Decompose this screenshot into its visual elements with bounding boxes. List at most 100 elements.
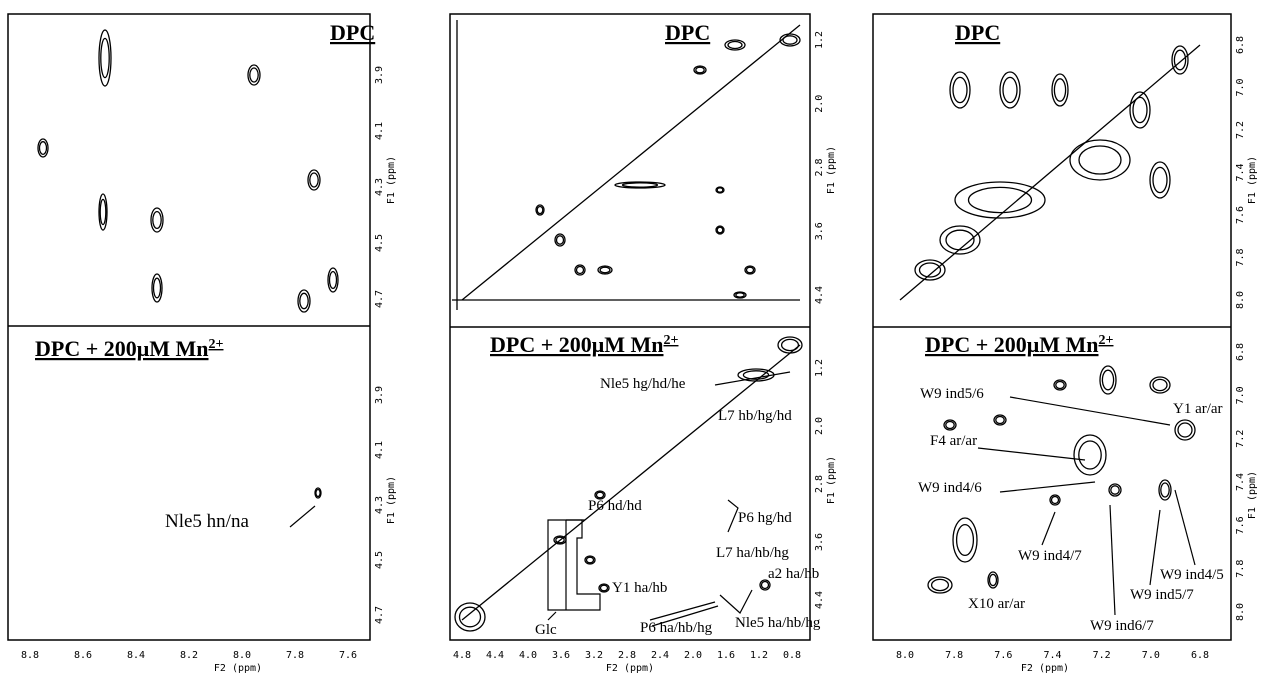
contour [1051, 73, 1069, 107]
contour [614, 181, 666, 189]
contour [555, 235, 565, 245]
contour [595, 491, 605, 499]
contour [315, 488, 321, 498]
contour [454, 602, 486, 632]
x-tick-label: 7.4 [1043, 650, 1061, 661]
y-tick-label: 4.5 [374, 234, 385, 252]
x-tick-label: 2.0 [684, 650, 702, 661]
contour [585, 556, 595, 564]
contour [999, 71, 1021, 109]
contours [37, 20, 1201, 632]
leader-lines [289, 371, 1196, 627]
contour [574, 264, 586, 276]
contour [1132, 96, 1148, 124]
x-tick-label: 3.2 [585, 650, 603, 661]
contour [1049, 494, 1061, 506]
x-axis-title: F2 (ppm) [606, 663, 654, 674]
panel-frame [7, 13, 371, 641]
panel-title: DPC + 200μM Mn2+ [35, 336, 224, 361]
contour [1149, 161, 1171, 199]
y-tick-label: 7.4 [1235, 163, 1246, 181]
contour [152, 210, 162, 230]
y-tick-label: 4.3 [374, 178, 385, 196]
x-tick-label: 7.6 [339, 650, 357, 661]
contour [943, 419, 957, 431]
annotation: W9 ind4/5 [1160, 567, 1224, 583]
contour [693, 65, 707, 75]
contour [949, 71, 971, 109]
diagonal [461, 24, 801, 301]
contour [37, 138, 49, 158]
panel-title: DPC [955, 20, 1000, 45]
contour [307, 169, 321, 191]
x-tick-label: 2.8 [618, 650, 636, 661]
contour [1149, 376, 1171, 394]
annotation: a2 ha/hb [768, 566, 819, 582]
x-tick-label: 3.6 [552, 650, 570, 661]
contour [249, 67, 259, 83]
y-tick-label: 2.8 [814, 475, 825, 493]
contour [553, 535, 567, 545]
contour [993, 414, 1007, 426]
contour [1053, 379, 1067, 391]
contour [1002, 76, 1018, 104]
y-axis-title: F1 (ppm) [1247, 156, 1258, 204]
x-tick-label: 0.8 [783, 650, 801, 661]
y-tick-label: 4.1 [374, 122, 385, 140]
x-tick-label: 4.4 [486, 650, 504, 661]
title-sup: 2+ [664, 333, 679, 348]
contour [555, 536, 565, 544]
contour [954, 181, 1046, 219]
x-tick-label: 7.8 [945, 650, 963, 661]
contour [715, 225, 725, 235]
contour [458, 606, 482, 628]
title-sup: 2+ [1099, 333, 1114, 348]
contour [1160, 482, 1170, 498]
contour [1069, 139, 1131, 181]
panel-title: DPC [330, 20, 375, 45]
x-tick-label: 7.0 [1142, 650, 1160, 661]
y-tick-label: 7.8 [1235, 560, 1246, 578]
y-tick-label: 8.0 [1235, 603, 1246, 621]
contour [152, 277, 162, 299]
contour [939, 225, 981, 255]
contour [727, 40, 743, 50]
y-tick-label: 4.7 [374, 290, 385, 308]
contour [100, 37, 110, 79]
y-axis-title: F1 (ppm) [386, 156, 397, 204]
contour [554, 233, 566, 247]
annotation: Nle5 hn/na [165, 511, 249, 532]
contour [733, 291, 747, 299]
contour [151, 273, 163, 303]
contour [594, 490, 606, 500]
contour [914, 259, 946, 281]
x-tick-label: 7.8 [286, 650, 304, 661]
annotation: Y1 ar/ar [1173, 401, 1223, 417]
diagonal [461, 344, 801, 621]
y-tick-label: 3.6 [814, 222, 825, 240]
contour [575, 265, 585, 275]
contour [98, 193, 108, 231]
contour [1055, 380, 1065, 390]
y-tick-label: 7.0 [1235, 78, 1246, 96]
contour [38, 141, 48, 155]
annotation: Nle5 hg/hd/he [600, 376, 686, 392]
contour [1171, 45, 1189, 75]
contour [1078, 145, 1122, 175]
contour [621, 182, 659, 188]
annotation: P6 hd/hd [588, 498, 642, 514]
y-axis-title: F1 (ppm) [826, 456, 837, 504]
contour [150, 207, 164, 233]
y-tick-label: 3.9 [374, 386, 385, 404]
annotation: Y1 ha/hb [612, 580, 667, 596]
contour [535, 204, 545, 216]
contour [297, 289, 311, 313]
panel-title: DPC [665, 20, 710, 45]
y-tick-label: 4.3 [374, 496, 385, 514]
contour [995, 415, 1005, 425]
x-tick-label: 8.6 [74, 650, 92, 661]
contour [1152, 378, 1168, 392]
y-tick-label: 1.2 [814, 31, 825, 49]
contour [760, 580, 770, 590]
title-text: DPC [955, 20, 1000, 45]
